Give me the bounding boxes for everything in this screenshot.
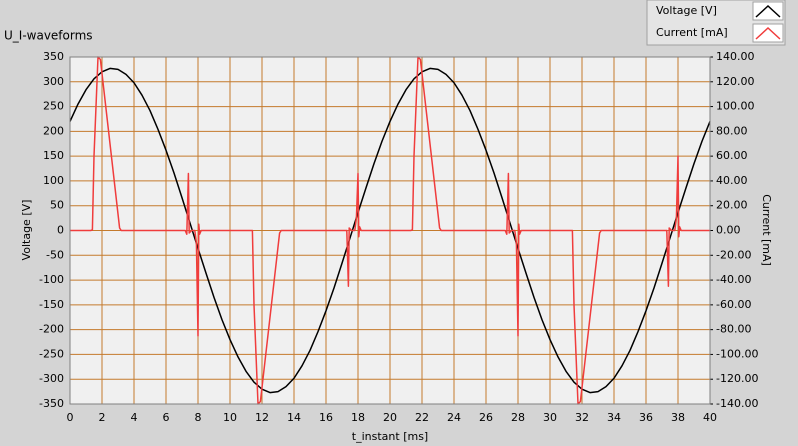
y-tick-label: -100 [39, 273, 64, 286]
y2-tick-label: 140.00 [716, 50, 755, 63]
y-tick-label: -150 [39, 298, 64, 311]
y-tick-label: -250 [39, 347, 64, 360]
y-tick-label: -50 [46, 248, 64, 261]
y2-tick-label: 0.00 [716, 224, 741, 237]
x-tick-label: 32 [575, 411, 589, 424]
y-tick-label: 150 [43, 149, 64, 162]
x-tick-label: 12 [255, 411, 269, 424]
x-tick-label: 24 [447, 411, 461, 424]
y2-tick-label: 40.00 [716, 174, 748, 187]
x-tick-label: 22 [415, 411, 429, 424]
x-tick-label: 14 [287, 411, 301, 424]
legend-swatch [755, 4, 781, 18]
x-tick-label: 38 [671, 411, 685, 424]
x-axis-label: t_instant [ms] [352, 430, 428, 443]
y2-tick-label: 100.00 [716, 100, 755, 113]
y-tick-label: 200 [43, 124, 64, 137]
y2-tick-label: -80.00 [716, 323, 751, 336]
x-tick-label: 0 [67, 411, 74, 424]
y-tick-label: 100 [43, 174, 64, 187]
x-tick-label: 2 [99, 411, 106, 424]
x-tick-label: 36 [639, 411, 653, 424]
y2-tick-label: 20.00 [716, 199, 748, 212]
y-tick-label: 300 [43, 75, 64, 88]
legend-swatch [755, 26, 781, 40]
y2-tick-label: -20.00 [716, 248, 751, 261]
y2-tick-label: -140.00 [716, 397, 758, 410]
x-tick-label: 30 [543, 411, 557, 424]
series-line [69, 67, 711, 394]
y-tick-label: 50 [50, 199, 64, 212]
y2-axis-label: Current [mA] [760, 194, 773, 266]
x-tick-label: 16 [319, 411, 333, 424]
y-tick-label: 350 [43, 50, 64, 63]
y2-tick-label: -60.00 [716, 298, 751, 311]
x-tick-label: 20 [383, 411, 397, 424]
x-tick-label: 28 [511, 411, 525, 424]
y-axis-label: Voltage [V] [20, 200, 33, 261]
y-tick-label: -200 [39, 323, 64, 336]
series-line [70, 56, 710, 405]
y-tick-label: 250 [43, 100, 64, 113]
y2-tick-label: -40.00 [716, 273, 751, 286]
y-tick-label: -350 [39, 397, 64, 410]
y2-tick-label: 80.00 [716, 124, 748, 137]
legend-swatch-box [752, 1, 784, 21]
legend-label: Voltage [V] [656, 4, 717, 17]
y2-tick-label: -120.00 [716, 372, 758, 385]
x-tick-label: 6 [163, 411, 170, 424]
x-tick-label: 4 [131, 411, 138, 424]
x-tick-label: 34 [607, 411, 621, 424]
legend-swatch-box [752, 23, 784, 43]
y-tick-label: -300 [39, 372, 64, 385]
x-tick-label: 18 [351, 411, 365, 424]
y-tick-label: 0 [57, 224, 64, 237]
x-tick-label: 10 [223, 411, 237, 424]
legend-label: Current [mA] [656, 26, 728, 39]
y2-tick-label: 60.00 [716, 149, 748, 162]
y2-tick-label: -100.00 [716, 347, 758, 360]
x-tick-label: 26 [479, 411, 493, 424]
x-tick-label: 8 [195, 411, 202, 424]
chart-title: U_I-waveforms [4, 29, 93, 43]
y2-tick-label: 120.00 [716, 75, 755, 88]
plot-frame [69, 56, 711, 405]
x-tick-label: 40 [703, 411, 717, 424]
